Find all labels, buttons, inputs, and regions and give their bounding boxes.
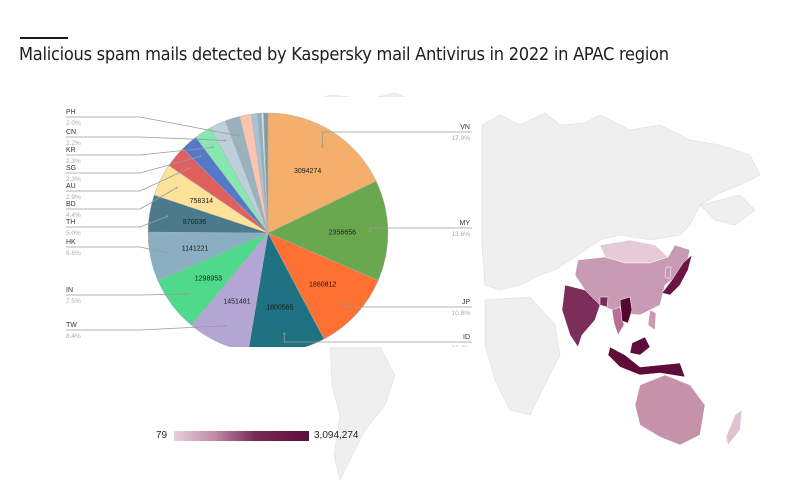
pie-slice-value: 2356656 [329, 229, 356, 236]
legend-max-label: 3,094,274 [314, 430, 359, 441]
pie-label-percent: 5.0% [66, 230, 81, 237]
pie-label-country: HK [66, 239, 76, 246]
pie-label-percent: 17.9% [452, 135, 471, 142]
pie-slice-id[interactable] [248, 232, 325, 347]
pie-slice-jp[interactable] [267, 232, 379, 340]
map-landmass-south-america [329, 339, 396, 481]
pie-label-percent: 10.8% [452, 310, 471, 317]
legend-gradient-bar [174, 431, 309, 441]
pie-label-percent: 2.3% [66, 158, 81, 165]
map-country-new-zealand [725, 409, 743, 446]
pie-slice-other[interactable] [263, 112, 269, 234]
pie-label-country: BD [66, 201, 76, 208]
pie-slice-value: 870036 [183, 219, 206, 226]
map-country-korea [664, 266, 672, 280]
pie-slice-value: 1298953 [195, 276, 222, 283]
pie-slice-value: 1800565 [266, 304, 293, 311]
map-country-australia [634, 374, 706, 446]
pie-label-percent: 2.9% [66, 194, 81, 201]
pie-label-percent: 2.2% [66, 140, 81, 147]
pie-chart[interactable]: 3094274 VN 17.9% 2356656 MY 13.6% 1860812 JP 10.… [60, 97, 480, 347]
pie-slice-value: 1141221 [182, 246, 209, 253]
pie-label-country: IN [66, 287, 73, 294]
map-country-philippines [647, 309, 657, 331]
pie-label-country: PH [66, 109, 76, 116]
map-country-vietnam [619, 296, 633, 324]
pie-leader-lines [66, 116, 472, 343]
pie-slice-value: 3094274 [294, 168, 321, 175]
pie-label-country: VN [460, 124, 470, 131]
pie-label-country: AU [66, 183, 76, 190]
map-landmass-kamchatka [699, 194, 756, 226]
pie-label-country: CN [66, 129, 76, 136]
pie-label-country: KR [66, 147, 76, 154]
legend-min-label: 79 [156, 430, 168, 441]
choropleth-map[interactable] [0, 85, 792, 485]
pie-labels: 3094274 VN 17.9% 2356656 MY 13.6% 1860812 JP 10.… [66, 109, 470, 347]
map-country-bangladesh [599, 296, 609, 308]
map-country-thailand [611, 306, 625, 336]
pie-slice-value: 1860812 [309, 281, 336, 288]
title-accent-rule [20, 37, 68, 39]
pie-label-percent: 6.6% [66, 250, 81, 257]
pie-label-percent: 10.4% [452, 345, 471, 347]
pie-label-percent: 7.5% [66, 298, 81, 305]
pie-label-country: MY [460, 220, 471, 227]
pie-slice-value: 758314 [190, 198, 213, 205]
map-country-malaysia-indonesia [607, 336, 686, 378]
pie-label-country: TW [66, 322, 77, 329]
pie-label-country: SG [66, 165, 76, 172]
pie-label-percent: 2.3% [66, 176, 81, 183]
pie-label-percent: 4.4% [66, 212, 81, 219]
pie-slice-value: 1451481 [223, 299, 250, 306]
pie-chart-panel: 3094274 VN 17.9% 2356656 MY 13.6% 1860812 JP 10.… [60, 97, 480, 347]
pie-label-percent: 13.6% [452, 231, 471, 238]
page-title: Malicious spam mails detected by Kaspers… [19, 45, 669, 65]
map-country-japan [661, 254, 693, 296]
pie-label-country: JP [462, 299, 471, 306]
pie-slice-vn[interactable] [267, 112, 377, 234]
pie-label-country: ID [463, 334, 470, 341]
map-landmass-africa [484, 296, 561, 416]
pie-slice-my[interactable] [267, 180, 389, 281]
map-country-india [561, 284, 601, 348]
pie-slices [147, 112, 389, 347]
map-landmass-eurasia [481, 112, 761, 291]
pie-label-percent: 2.0% [66, 120, 81, 127]
pie-label-percent: 8.4% [66, 333, 81, 340]
pie-label-country: TH [66, 219, 75, 226]
